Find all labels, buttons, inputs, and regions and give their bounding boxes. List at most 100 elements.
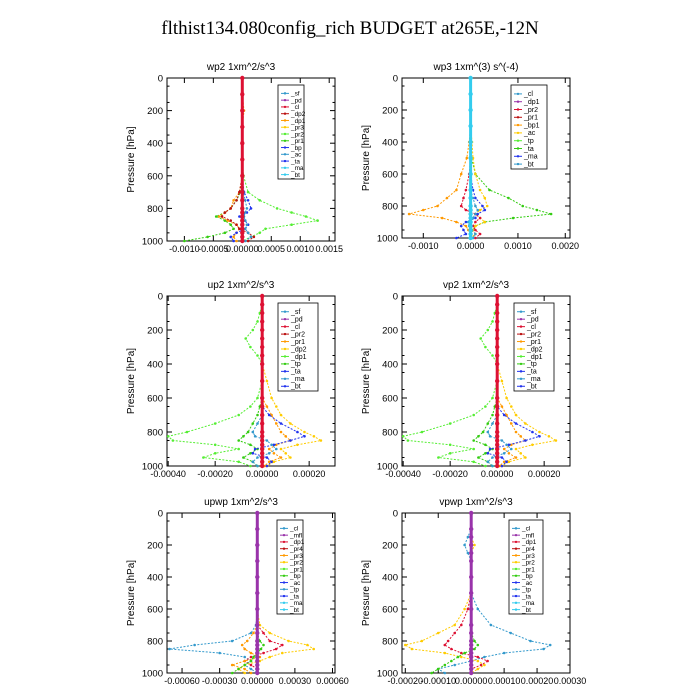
legend-label: _cl [523,91,533,98]
data-point [407,212,411,216]
legend-marker [282,574,286,577]
data-point [251,422,255,425]
y-tick-label: 400 [382,573,398,584]
data-point [260,344,265,350]
data-point [240,214,245,219]
legend-marker [514,567,518,571]
data-point [193,643,196,647]
data-point [484,405,487,408]
data-point [486,659,489,663]
legend-label: _dp1 [526,354,543,361]
legend-marker [282,547,286,550]
legend-marker [283,325,287,328]
data-point [260,446,265,452]
data-point [484,345,487,349]
legend-label: _pd [290,316,303,323]
data-point [240,238,245,244]
y-tick-label: 1000 [142,462,163,473]
data-point [232,239,235,243]
legend-label: _pr3 [289,553,303,560]
legend-marker [282,554,286,557]
data-point [476,212,480,216]
data-point [289,422,292,425]
x-tick-label: 0.00000 [455,676,488,686]
y-tick-label: 0 [393,74,398,85]
plot-panel: upwp 1xm^2/s^3 Pressure [hPa] 0 200 400 600 80… [126,497,349,686]
data-point [495,404,500,409]
x-tick-label: 0.0000 [457,241,485,251]
legend-marker [283,347,287,351]
data-point [500,405,504,408]
data-point [260,404,265,409]
x-tick-label: 0.00010 [488,676,521,686]
data-point [468,155,473,161]
data-point [468,139,473,145]
data-point [240,157,245,162]
y-axis-label: Pressure [hPa] [361,560,372,626]
legend-label: _ma [290,376,305,383]
legend-label: _sf [290,91,300,98]
x-tick-label: 0.0010 [286,244,314,254]
data-point [453,631,457,635]
y-tick-label: 800 [382,637,398,648]
data-point [514,447,518,451]
data-point [448,443,452,447]
legend-marker [514,527,518,530]
data-point [255,622,260,628]
legend-marker [514,554,518,557]
data-point [469,510,474,516]
data-point [270,460,273,464]
data-point [491,464,494,468]
legend-marker [283,132,287,136]
data-point [240,92,245,97]
legend-marker [282,561,286,564]
y-tick-label: 800 [147,637,163,648]
data-point [256,320,259,323]
x-tick-label: 0.00000 [241,676,274,686]
series-line [408,78,472,238]
y-tick-label: 1000 [377,462,398,473]
data-point [270,396,273,400]
data-point [476,655,480,659]
data-point [495,463,500,469]
legend-label: _pd [290,97,302,104]
legend-marker [514,547,518,550]
data-point [238,215,241,218]
data-point [232,199,235,202]
data-point [214,215,218,218]
series-line [221,78,255,242]
legend-marker [283,112,287,115]
x-tick-label: 0.0010 [504,241,532,251]
legend-label: _tp [526,361,537,368]
data-point [460,655,463,659]
legend-box [513,302,555,392]
data-point [507,443,511,447]
data-point [246,430,250,434]
data-point [505,460,508,464]
data-point [469,654,474,660]
legend-label: _cl [290,324,300,331]
data-point [486,430,490,434]
data-point [279,413,283,417]
data-point [469,550,474,556]
data-point [448,422,452,425]
data-point [296,430,299,434]
legend-label: _bt [290,172,300,179]
data-point [453,663,457,667]
legend-label: _pr2 [521,560,535,567]
data-point [468,207,473,213]
data-point [495,459,500,464]
data-point [531,443,534,447]
y-axis-label: Pressure [hPa] [126,126,137,192]
data-point [437,456,440,459]
legend-marker [283,362,287,366]
legend-label: _ma [523,154,538,161]
data-point [223,211,227,214]
y-tick-label: 0 [158,509,163,520]
data-point [466,535,470,539]
data-point [217,215,221,218]
legend-marker [516,162,520,166]
data-point [420,430,424,434]
data-point [240,75,245,81]
x-tick-label: 0.00060 [316,676,349,686]
